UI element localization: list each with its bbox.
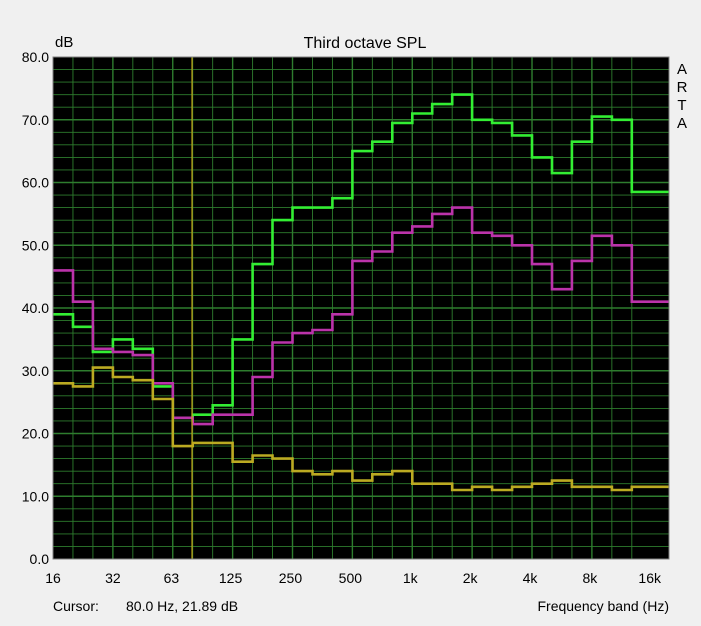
x-tick-label: 2k bbox=[463, 570, 479, 586]
x-tick-label: 16k bbox=[638, 570, 662, 586]
x-tick-label: 125 bbox=[219, 570, 243, 586]
series-line-2 bbox=[53, 206, 669, 426]
grid bbox=[53, 57, 669, 559]
y-tick-label: 70.0 bbox=[22, 112, 49, 128]
x-tick-label: 8k bbox=[582, 570, 598, 586]
y-tick-label: 80.0 bbox=[22, 49, 49, 65]
y-tick-labels: 0.0 10.0 20.0 30.0 40.0 50.0 60.0 70.0 80.0 bbox=[22, 49, 49, 567]
plot-frame bbox=[52, 56, 670, 560]
watermark-letter: R bbox=[677, 79, 688, 96]
watermark-letter: A bbox=[677, 61, 687, 78]
y-tick-label: 40.0 bbox=[22, 300, 49, 316]
cursor-label: Cursor: bbox=[53, 598, 99, 614]
y-tick-label: 0.0 bbox=[30, 551, 50, 567]
y-tick-label: 10.0 bbox=[22, 488, 49, 504]
y-tick-label: 30.0 bbox=[22, 363, 49, 379]
cursor-readout: 80.0 Hz, 21.89 dB bbox=[126, 598, 238, 614]
y-tick-label: 20.0 bbox=[22, 426, 49, 442]
x-tick-label: 4k bbox=[523, 570, 539, 586]
watermark-letter: T bbox=[677, 97, 686, 114]
x-tick-labels: 16 32 63 125 250 500 1k 2k 4k 8k 16k bbox=[45, 570, 662, 586]
x-tick-label: 63 bbox=[164, 570, 180, 586]
x-axis-label: Frequency band (Hz) bbox=[537, 598, 669, 614]
y-tick-label: 60.0 bbox=[22, 175, 49, 191]
series-line-3 bbox=[53, 366, 669, 492]
watermark-letter: A bbox=[677, 115, 687, 132]
series-group bbox=[53, 93, 669, 492]
y-axis-unit-label: dB bbox=[55, 34, 73, 51]
y-tick-label: 50.0 bbox=[22, 237, 49, 253]
x-tick-label: 1k bbox=[403, 570, 419, 586]
x-tick-label: 250 bbox=[279, 570, 303, 586]
x-tick-label: 32 bbox=[105, 570, 121, 586]
chart-title: Third octave SPL bbox=[304, 35, 427, 52]
x-tick-label: 500 bbox=[339, 570, 363, 586]
arta-watermark: A R T A bbox=[677, 61, 688, 132]
x-tick-label: 16 bbox=[45, 570, 61, 586]
